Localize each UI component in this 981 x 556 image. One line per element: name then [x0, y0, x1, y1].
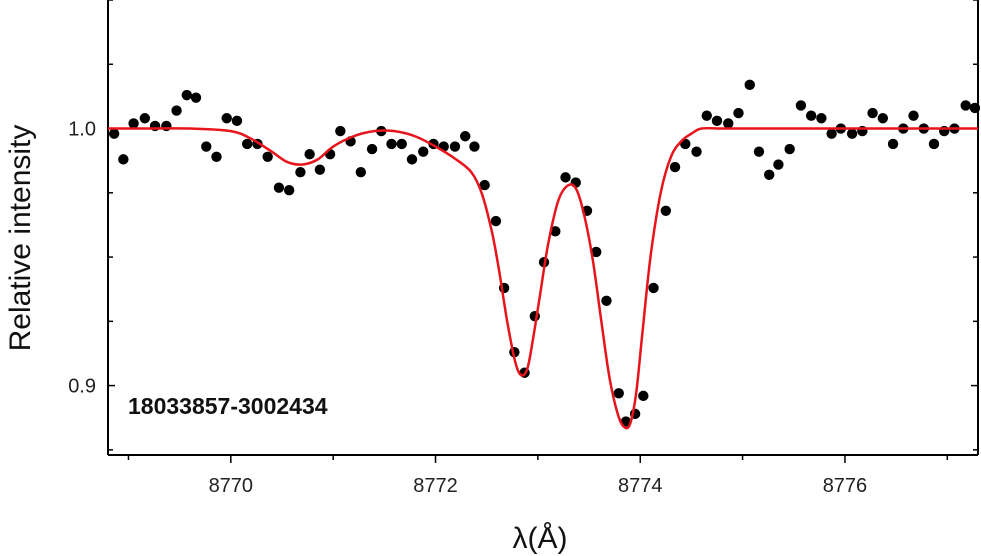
- data-point: [877, 113, 889, 124]
- fit-curve: [108, 126, 978, 430]
- data-point: [648, 282, 659, 294]
- data-point: [335, 125, 346, 137]
- data-point: [867, 107, 878, 119]
- fit-line: [108, 126, 978, 430]
- data-point: [805, 110, 817, 121]
- data-point: [701, 110, 712, 121]
- data-point: [490, 215, 502, 227]
- data-point: [560, 172, 571, 183]
- data-point: [660, 205, 672, 216]
- axes-frame: [107, 0, 979, 456]
- data-point: [211, 151, 222, 163]
- data-point: [733, 107, 744, 119]
- data-point: [826, 128, 837, 139]
- data-point: [753, 146, 765, 157]
- data-point: [638, 390, 649, 402]
- data-point: [366, 143, 378, 155]
- data-point: [784, 143, 795, 155]
- data-point: [449, 141, 461, 152]
- data-point: [691, 146, 702, 157]
- data-point: [355, 167, 367, 178]
- data-point: [386, 138, 397, 150]
- x-tick-label: 8770: [209, 475, 254, 497]
- data-point: [201, 141, 212, 152]
- data-point: [231, 115, 243, 127]
- data-points: [108, 79, 981, 427]
- y-tick-label: 0.9: [68, 376, 96, 398]
- data-point: [221, 113, 232, 124]
- data-point: [620, 416, 632, 427]
- data-point: [128, 118, 139, 129]
- data-point: [744, 79, 755, 91]
- data-point: [960, 100, 971, 111]
- data-point: [295, 167, 306, 178]
- x-axis-title: λ(Å): [513, 522, 568, 555]
- data-point: [108, 128, 120, 139]
- data-point: [795, 100, 807, 111]
- tick-labels: 8770 8772 8774 8776 0.9 1.0: [68, 119, 867, 497]
- data-point: [314, 164, 326, 175]
- data-point: [601, 295, 612, 306]
- star-id-label: 18033857-3002434: [128, 393, 328, 419]
- data-point: [816, 113, 827, 124]
- data-point: [118, 154, 129, 165]
- data-point: [550, 226, 561, 237]
- data-point: [479, 179, 490, 191]
- data-point: [908, 110, 919, 121]
- data-point: [669, 161, 681, 173]
- data-point: [418, 146, 429, 157]
- data-point: [273, 182, 285, 193]
- data-point: [846, 128, 858, 139]
- data-point: [181, 89, 193, 101]
- data-point: [139, 113, 151, 124]
- data-point: [613, 388, 624, 399]
- data-point: [591, 246, 602, 258]
- data-point: [283, 185, 295, 196]
- data-point: [764, 169, 775, 181]
- data-point: [773, 159, 784, 170]
- data-point: [242, 138, 253, 150]
- data-point: [396, 138, 407, 150]
- y-axis-title: Relative intensity: [4, 125, 37, 352]
- x-tick-label: 8772: [413, 475, 458, 497]
- data-point: [190, 92, 202, 103]
- data-point: [723, 118, 734, 129]
- data-point: [887, 138, 899, 150]
- data-point: [262, 151, 273, 163]
- data-point: [969, 102, 981, 114]
- data-point: [171, 105, 182, 116]
- data-point: [406, 154, 418, 165]
- data-point: [928, 138, 940, 150]
- data-point: [469, 141, 480, 152]
- data-point: [711, 115, 723, 127]
- data-point: [304, 149, 315, 160]
- x-tick-label: 8776: [823, 475, 868, 497]
- data-point: [460, 131, 471, 142]
- x-tick-label: 8774: [618, 475, 663, 497]
- y-tick-label: 1.0: [68, 119, 96, 141]
